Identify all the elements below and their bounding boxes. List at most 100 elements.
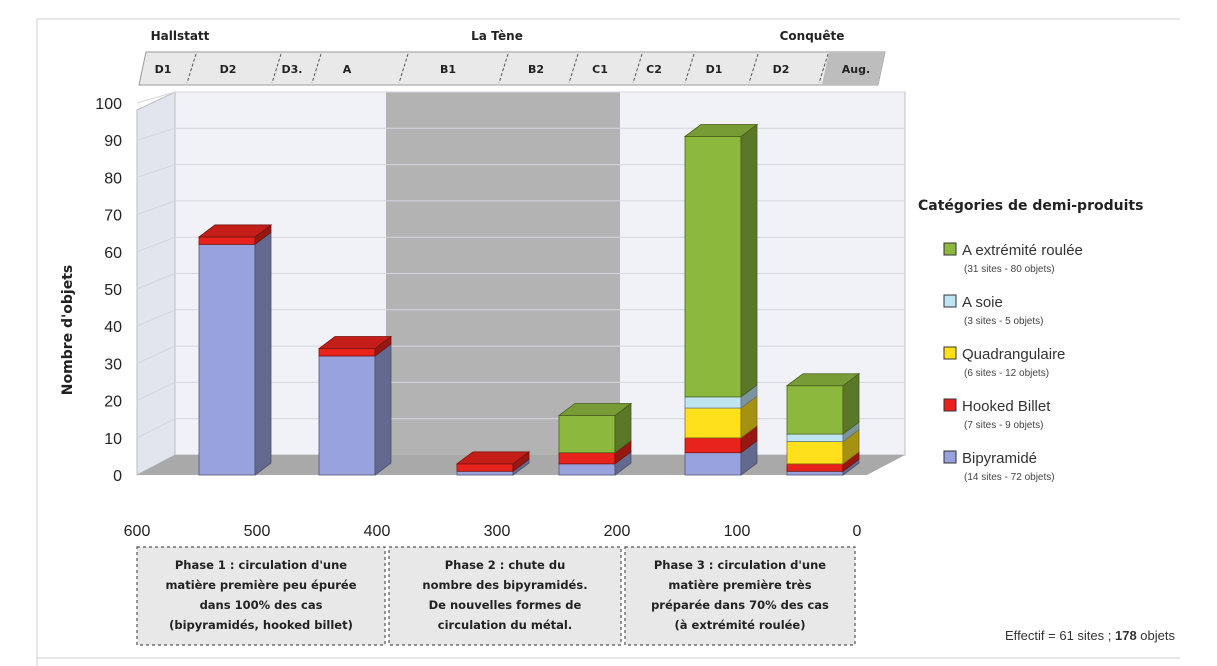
bar-top (683, 124, 759, 137)
x-axis-ticks: 600 500 400 300 200 100 0 (124, 523, 862, 540)
legend-item: Hooked Billet (7 sites - 9 objets) (943, 398, 1051, 431)
bar-top (455, 451, 531, 465)
footer-suffix: objets (1137, 628, 1176, 643)
gridline-side (136, 273, 176, 290)
gridline-side (136, 309, 176, 327)
phase-box-frame (388, 546, 622, 646)
phase-line: De nouvelles formes de (429, 598, 582, 612)
legend-detail: (14 sites - 72 objets) (964, 472, 1055, 483)
bar-segment (558, 415, 616, 454)
x-tick-label: 200 (604, 523, 631, 540)
period-conquete: Conquête (780, 29, 845, 43)
period-divider (398, 53, 409, 84)
period-divider (818, 53, 829, 84)
y-tick-label: 90 (104, 133, 122, 150)
bar-segment (456, 470, 514, 476)
bar-stack (317, 335, 393, 476)
bar-segment (318, 355, 376, 476)
phase-line: circulation du métal. (438, 618, 572, 632)
gridline-side (136, 418, 176, 439)
legend: Catégories de demi-produits A extrémité … (918, 198, 1143, 483)
gridline-side (136, 164, 176, 178)
phase-box-frame (624, 546, 856, 646)
legend-swatch (943, 346, 957, 360)
legend-item: A soie (3 sites - 5 objets) (943, 294, 1043, 327)
bar-stack (785, 372, 861, 476)
x-tick-label: 100 (724, 523, 751, 540)
y-tick-label: 20 (104, 394, 122, 411)
period-divider (271, 53, 282, 84)
bar-segment (684, 136, 742, 398)
gridline-side (136, 91, 176, 104)
bar-stack (557, 402, 633, 476)
legend-label: A extrémité roulée (962, 242, 1083, 259)
legend-detail: (31 sites - 80 objets) (964, 264, 1055, 275)
footer-total: Effectif = 61 sites ; 178 objets (1005, 628, 1175, 643)
legend-swatch (943, 450, 957, 464)
period-divider (311, 53, 322, 84)
phase-line: préparée dans 70% des cas (651, 598, 829, 612)
y-tick-label: 30 (104, 356, 122, 373)
legend-label: Bipyramidé (962, 450, 1037, 467)
phase-box-3: Phase 3 : circulation d'une matière premi… (624, 546, 856, 646)
y-tick-label: 50 (104, 282, 122, 299)
y-axis-ticks: 0 10 20 30 40 50 60 70 80 90 100 (95, 96, 122, 485)
bar-top (197, 224, 273, 238)
gridline-side (136, 236, 176, 253)
bar-segment (786, 433, 844, 442)
bar-segment-side (254, 231, 272, 476)
period-sub-label: D1 (155, 63, 172, 76)
y-tick-label: 0 (113, 468, 122, 485)
period-la-tene: La Tène (471, 29, 523, 43)
y-tick-label: 10 (104, 431, 122, 448)
phase-line: matière première peu épurée (165, 578, 356, 592)
footer-bold: 178 (1115, 628, 1137, 643)
phase-box-1: Phase 1 : circulation d'une matière premi… (136, 546, 386, 646)
phase-box-frame (136, 546, 386, 646)
phase-notes: Phase 1 : circulation d'une matière premi… (136, 546, 856, 646)
bar-top (785, 373, 861, 387)
gridline-side (136, 381, 176, 402)
bar-segment (684, 396, 742, 409)
bar-segment-side (374, 343, 392, 476)
x-tick-label: 300 (484, 523, 511, 540)
x-tick-label: 600 (124, 523, 151, 540)
bar-segment (456, 463, 514, 472)
period-sub-label: D3. (282, 63, 303, 76)
phase-line: matière première très (668, 578, 811, 592)
y-axis-label: Nombre d'objets (60, 265, 76, 395)
gridline-side (136, 345, 176, 364)
bar-stack (455, 451, 531, 476)
bar-segment (684, 452, 742, 476)
legend-detail: (7 sites - 9 objets) (964, 420, 1043, 431)
legend-item: A extrémité roulée (31 sites - 80 objets) (943, 242, 1083, 275)
y-tick-label: 70 (104, 208, 122, 225)
period-sub-label: A (343, 63, 352, 76)
side-wall (136, 91, 176, 476)
legend-label: A soie (962, 294, 1003, 311)
bar-stack (197, 224, 273, 476)
period-sub-label: C1 (592, 63, 608, 76)
bar-segment (786, 463, 844, 472)
period-strip-augustan (822, 52, 885, 85)
phase-line: Phase 1 : circulation d'une (175, 558, 347, 572)
legend-label: Quadrangulaire (962, 346, 1065, 363)
y-tick-label: 100 (95, 96, 122, 113)
y-tick-label: 40 (104, 319, 122, 336)
period-divider (748, 53, 759, 84)
bar-segment (318, 348, 376, 357)
x-tick-label: 0 (853, 523, 862, 540)
period-divider (684, 53, 695, 84)
period-divider (632, 53, 643, 84)
period-sub-label: B2 (528, 63, 544, 76)
period-sub-label: B1 (440, 63, 456, 76)
period-header: Hallstatt La Tène Conquête D1 D2 D3. A B1 B2 C… (138, 29, 886, 86)
period-divider (568, 53, 579, 84)
legend-detail: (3 sites - 5 objets) (964, 316, 1043, 327)
phase-line: Phase 3 : circulation d'une (654, 558, 826, 572)
phase-line: Phase 2 : chute du (445, 558, 566, 572)
gridline-side (136, 200, 176, 216)
legend-detail: (6 sites - 12 objets) (964, 368, 1049, 379)
bar-top (317, 336, 393, 349)
period-sub-label: D2 (773, 63, 790, 76)
